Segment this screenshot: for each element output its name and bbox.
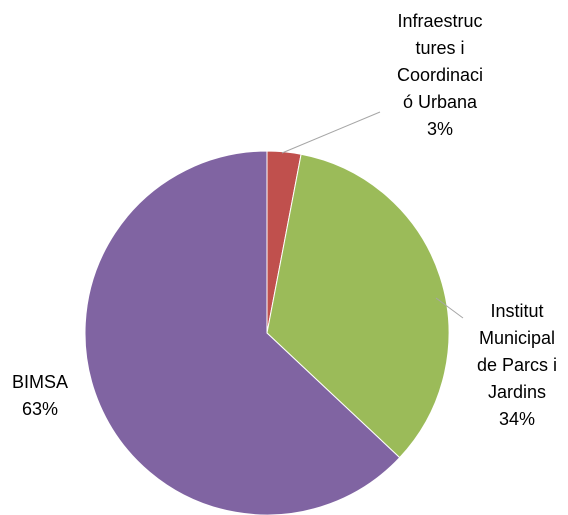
slice-label: Institut Municipal de Parcs i Jardins 34… bbox=[467, 298, 567, 433]
leader-line bbox=[435, 297, 464, 319]
slice-label: BIMSA 63% bbox=[0, 369, 80, 423]
value-label: 3% bbox=[426, 119, 453, 139]
slice-label: Infraestructures i Coordinació Urbana 3% bbox=[396, 8, 484, 143]
value-label: 34% bbox=[498, 409, 536, 429]
pie-slice bbox=[266, 153, 450, 459]
leader-line bbox=[281, 111, 381, 154]
category-label: Institut Municipal de Parcs i Jardins bbox=[476, 301, 558, 402]
value-label: 63% bbox=[21, 399, 59, 419]
category-label: BIMSA bbox=[11, 372, 68, 392]
category-label: Infraestructures i Coordinació Urbana bbox=[396, 11, 484, 112]
pie-slice bbox=[84, 150, 401, 515]
